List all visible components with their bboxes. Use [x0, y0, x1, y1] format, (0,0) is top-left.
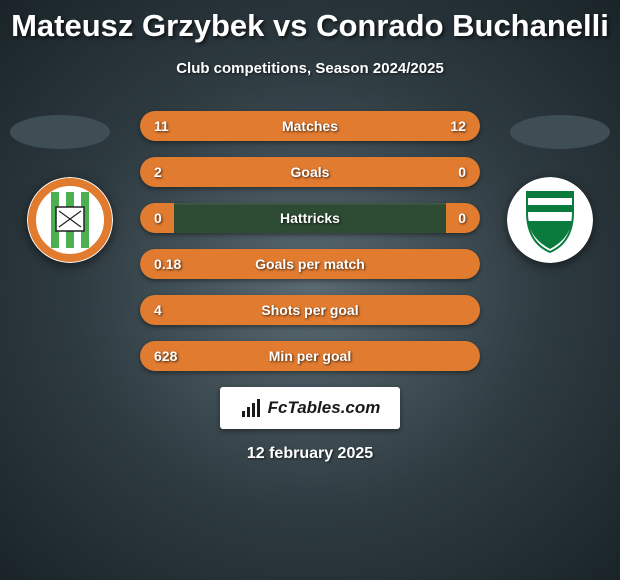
stat-label: Hattricks: [140, 203, 480, 233]
page-title: Mateusz Grzybek vs Conrado Buchanelli: [0, 0, 620, 44]
left-club-logo: [20, 171, 120, 271]
stat-rows: 11Matches122Goals00Hattricks00.18Goals p…: [140, 111, 480, 371]
brand-text: FcTables.com: [268, 398, 381, 418]
zaglebie-lubin-icon: [27, 177, 113, 263]
comparison-infographic: Mateusz Grzybek vs Conrado Buchanelli Cl…: [0, 0, 620, 580]
stat-label: Min per goal: [140, 341, 480, 371]
stat-label: Matches: [140, 111, 480, 141]
stat-right-value: 0: [458, 203, 466, 233]
date-label: 12 february 2025: [0, 445, 620, 463]
stat-right-value: 0: [458, 157, 466, 187]
stat-label: Goals: [140, 157, 480, 187]
right-club-logo: [500, 171, 600, 271]
subtitle: Club competitions, Season 2024/2025: [0, 60, 620, 77]
stat-label: Goals per match: [140, 249, 480, 279]
right-pedestal: [510, 115, 610, 149]
left-pedestal: [10, 115, 110, 149]
main-area: 11Matches122Goals00Hattricks00.18Goals p…: [0, 111, 620, 371]
stat-row: 0Hattricks0: [140, 203, 480, 233]
stat-label: Shots per goal: [140, 295, 480, 325]
stat-row: 2Goals0: [140, 157, 480, 187]
lechia-gdansk-icon: [507, 177, 593, 263]
brand-badge: FcTables.com: [220, 387, 400, 429]
stat-row: 628Min per goal: [140, 341, 480, 371]
stat-right-value: 12: [450, 111, 466, 141]
fctables-icon: [240, 397, 262, 419]
stat-row: 0.18Goals per match: [140, 249, 480, 279]
stat-row: 11Matches12: [140, 111, 480, 141]
stat-row: 4Shots per goal: [140, 295, 480, 325]
